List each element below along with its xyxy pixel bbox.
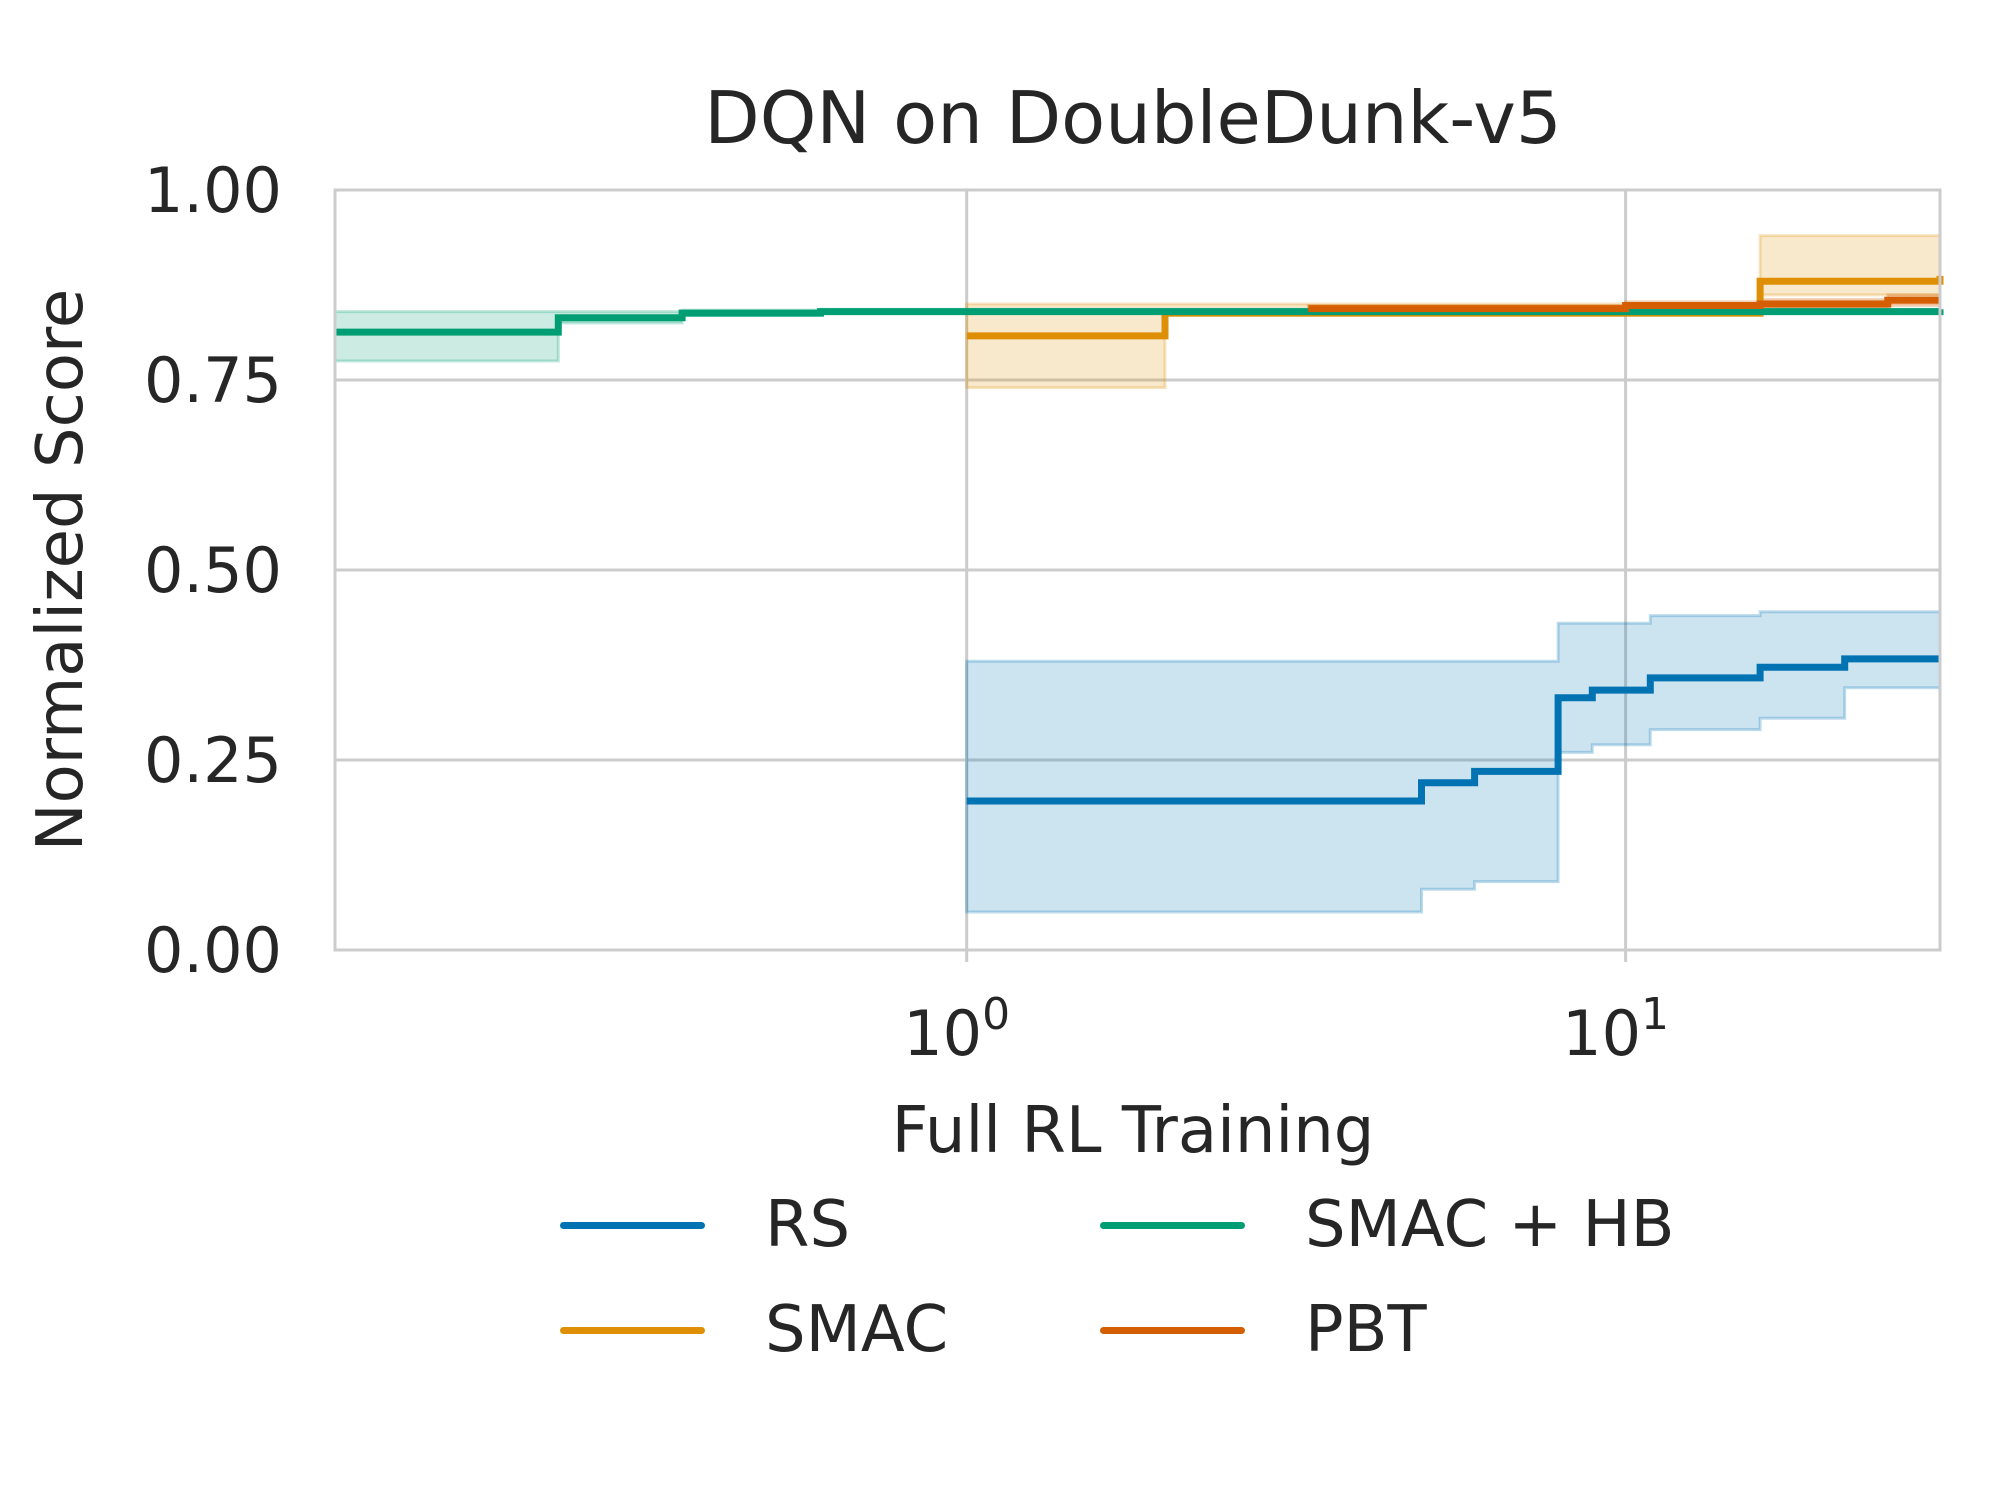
y-tick-label: 1.00 <box>144 154 282 227</box>
legend-label-pbt: PBT <box>1305 1293 1427 1367</box>
x-tick-label: 100 <box>903 989 1010 1070</box>
y-tick-label: 0.50 <box>144 534 282 607</box>
legend-label-rs: RS <box>765 1188 851 1262</box>
legend-label-smac-hb: SMAC + HB <box>1305 1188 1675 1262</box>
y-axis-label: Normalized Score <box>24 289 98 852</box>
y-tick-label: 0.75 <box>144 344 282 417</box>
legend-item-smac-hb: SMAC + HB <box>1100 1188 1675 1262</box>
x-tick-label: 101 <box>1562 989 1669 1070</box>
legend-item-rs: RS <box>560 1188 850 1262</box>
legend-swatch-smac-hb <box>1100 1221 1245 1229</box>
legend-swatch-rs <box>560 1221 705 1229</box>
band-rs <box>965 610 1942 914</box>
legend-label-smac: SMAC <box>765 1293 949 1367</box>
legend-item-pbt: PBT <box>1100 1293 1427 1367</box>
y-tick-label: 0.00 <box>144 914 282 987</box>
x-axis-label: Full RL Training <box>892 1094 1375 1168</box>
legend-item-smac: SMAC <box>560 1293 948 1367</box>
x-tick-labels: 100 101 <box>903 989 1669 1070</box>
line-pbt <box>1308 296 1940 313</box>
plot-frame <box>333 188 1942 952</box>
legend-swatch-smac <box>560 1326 705 1334</box>
legend: RS SMAC SMAC + HB PBT <box>560 1188 1760 1425</box>
line-rs <box>966 655 1940 805</box>
y-tick-labels: 0.00 0.25 0.50 0.75 1.00 <box>144 154 282 987</box>
legend-swatch-pbt <box>1100 1326 1245 1334</box>
chart-title: DQN on DoubleDunk-v5 <box>704 76 1561 160</box>
y-tick-label: 0.25 <box>144 724 282 797</box>
